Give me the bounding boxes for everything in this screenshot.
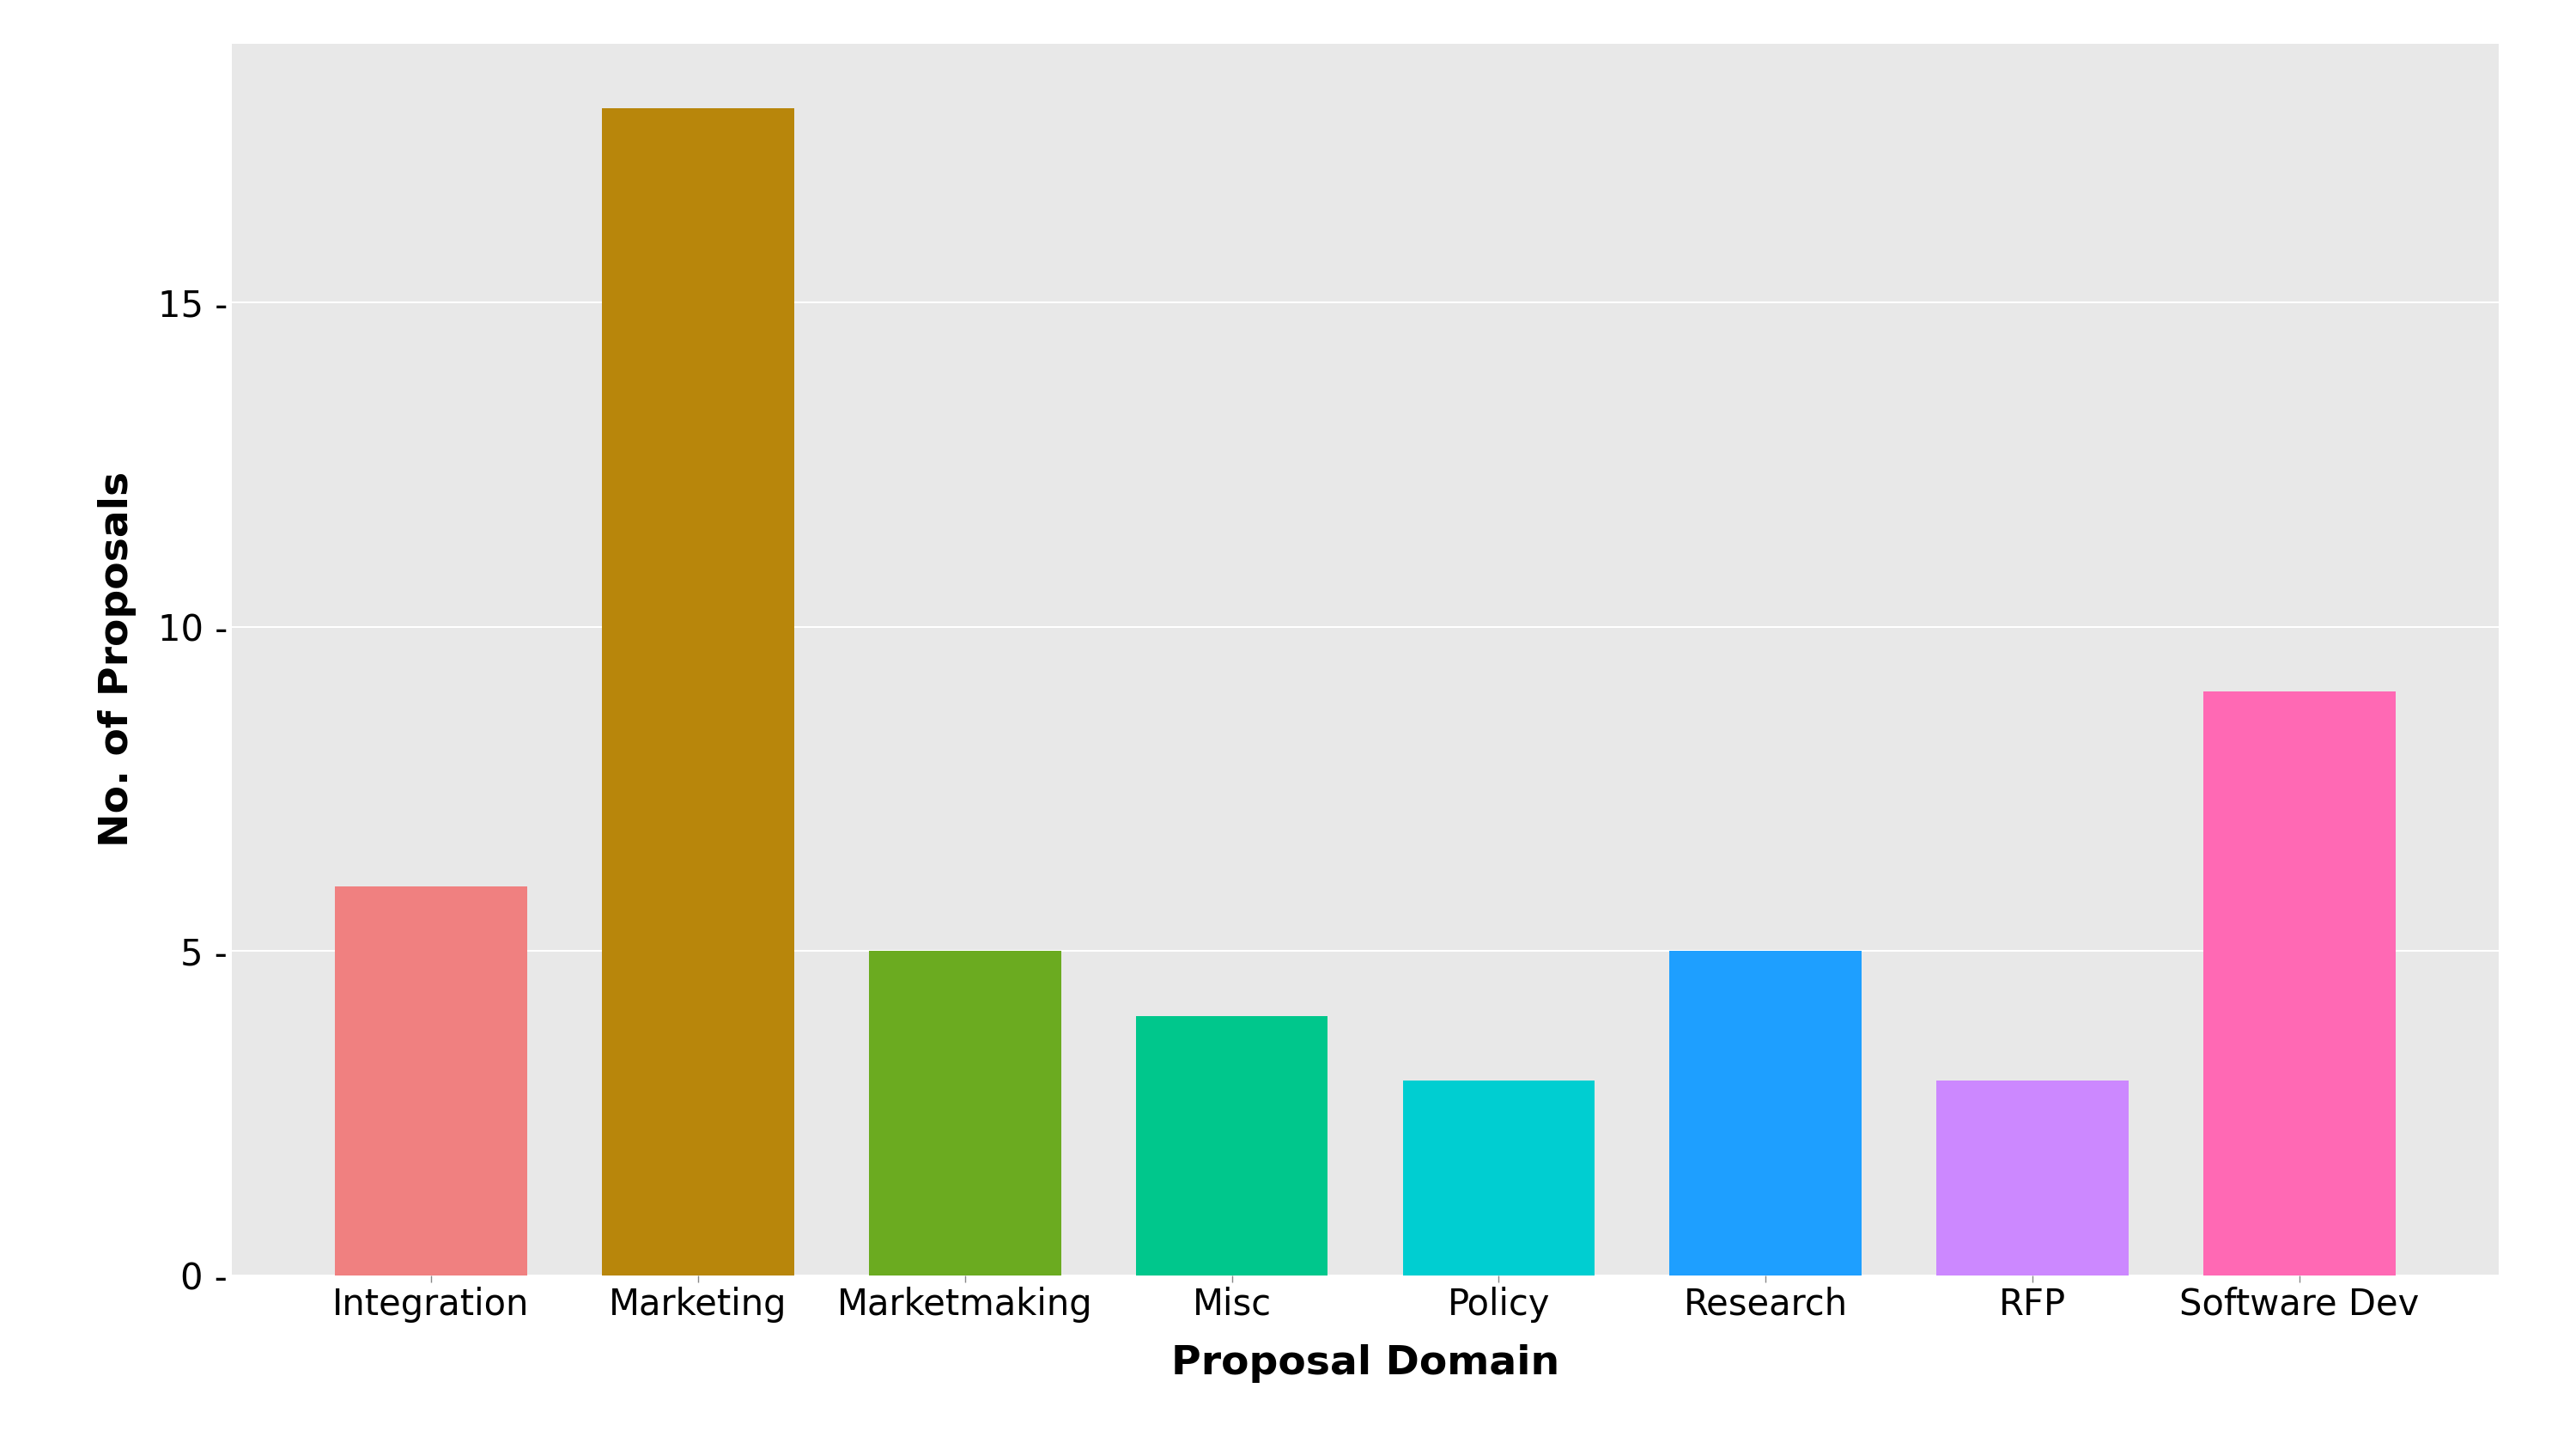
Bar [868, 951, 1061, 1275]
Bar [1136, 1016, 1327, 1275]
Bar [1937, 1081, 2128, 1275]
Y-axis label: No. of Proposals: No. of Proposals [98, 471, 137, 848]
Bar [335, 887, 528, 1275]
Bar [2202, 691, 2396, 1275]
Bar [1669, 951, 1862, 1275]
Bar [1404, 1081, 1595, 1275]
X-axis label: Proposal Domain: Proposal Domain [1172, 1345, 1558, 1382]
Bar [603, 109, 793, 1275]
